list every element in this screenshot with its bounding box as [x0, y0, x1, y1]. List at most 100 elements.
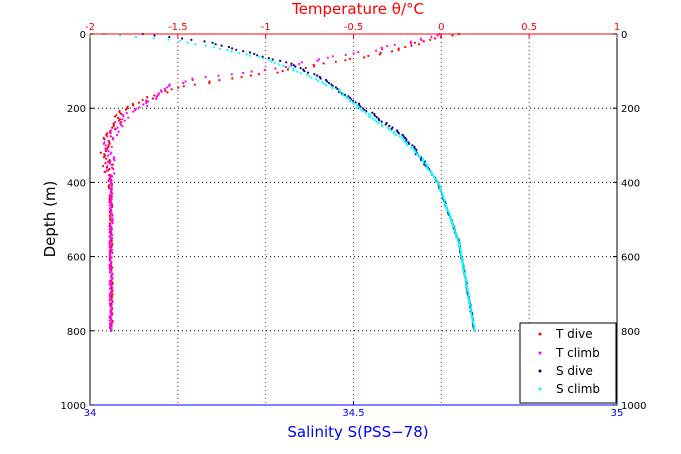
data-point-t-climb — [108, 319, 111, 322]
data-point-t-climb — [393, 43, 396, 46]
data-point-t-dive — [109, 219, 112, 222]
data-point-t-dive — [344, 59, 347, 62]
data-point-t-climb — [160, 90, 163, 93]
data-point-s-dive — [403, 136, 407, 139]
data-point-t-dive — [141, 98, 144, 101]
data-point-t-dive — [111, 266, 114, 269]
data-point-t-climb — [109, 247, 112, 250]
data-point-t-dive — [390, 50, 394, 53]
data-point-t-climb — [109, 284, 112, 287]
data-point-s-climb — [431, 173, 434, 177]
left-tick-label: 1000 — [61, 401, 86, 412]
data-point-s-climb — [373, 119, 376, 122]
data-point-t-climb — [146, 104, 149, 107]
data-point-t-dive — [108, 186, 111, 190]
data-point-s-climb — [352, 102, 355, 105]
data-point-s-climb — [339, 91, 342, 94]
data-point-s-climb — [308, 75, 311, 78]
data-point-s-climb — [270, 60, 273, 63]
data-point-t-climb — [104, 170, 107, 174]
data-point-t-dive — [103, 138, 106, 141]
data-point-s-dive — [334, 86, 337, 89]
data-point-t-climb — [147, 100, 150, 103]
legend: T dive T climb S dive S climb — [519, 322, 617, 404]
data-point-t-dive — [182, 85, 185, 88]
data-point-s-dive — [384, 123, 387, 126]
data-point-t-climb — [352, 52, 355, 55]
data-point-t-climb — [318, 58, 321, 61]
legend-label-t-climb: T climb — [555, 346, 600, 360]
data-point-t-dive — [434, 37, 437, 40]
data-point-t-dive — [105, 157, 108, 160]
left-tick-label: 200 — [67, 104, 86, 115]
data-point-s-climb — [325, 84, 328, 87]
data-point-t-climb — [419, 37, 422, 40]
right-tick-label: 800 — [621, 327, 640, 338]
data-point-t-dive — [413, 41, 416, 44]
data-point-s-climb — [245, 53, 248, 56]
data-point-t-climb — [109, 309, 112, 312]
legend-label-s-dive: S dive — [556, 364, 593, 378]
data-point-s-dive — [256, 54, 259, 57]
data-point-s-climb — [152, 37, 155, 40]
data-point-t-dive — [110, 265, 113, 268]
data-point-s-dive — [294, 65, 297, 68]
data-point-s-climb — [426, 167, 429, 171]
data-point-t-dive — [410, 44, 413, 47]
data-point-t-dive — [397, 48, 400, 52]
data-point-s-climb — [345, 97, 348, 100]
data-point-t-climb — [104, 144, 107, 147]
data-point-t-dive — [240, 75, 243, 79]
data-point-s-dive — [211, 41, 214, 44]
data-point-t-climb — [184, 80, 187, 83]
data-point-s-dive — [190, 38, 193, 42]
data-point-s-dive — [380, 120, 383, 123]
data-point-t-dive — [404, 45, 407, 49]
data-point-s-climb — [412, 148, 415, 151]
data-point-s-climb — [428, 169, 431, 172]
data-point-s-climb — [434, 178, 437, 181]
data-point-t-climb — [230, 73, 233, 76]
data-point-s-climb — [355, 107, 358, 110]
data-point-s-dive — [316, 74, 319, 77]
bottom-tick-label: 34 — [84, 408, 97, 419]
data-point-s-dive — [388, 124, 391, 128]
data-point-t-climb — [110, 318, 113, 321]
data-point-t-dive — [170, 88, 173, 91]
top-tick-label: -1.5 — [168, 22, 188, 33]
data-point-t-climb — [109, 129, 112, 132]
legend-label-s-climb: S climb — [556, 382, 600, 396]
data-point-t-climb — [110, 262, 113, 265]
bottom-tick-label: 34.5 — [342, 408, 364, 419]
data-point-s-dive — [253, 52, 256, 56]
data-point-t-dive — [132, 104, 135, 107]
data-point-s-climb — [267, 58, 270, 62]
data-point-t-climb — [116, 126, 119, 129]
data-point-s-dive — [313, 73, 316, 76]
data-point-t-climb — [110, 278, 113, 281]
data-point-s-climb — [258, 56, 261, 59]
data-point-t-dive — [286, 68, 290, 71]
data-point-t-climb — [108, 254, 111, 257]
data-point-t-climb — [409, 40, 412, 43]
data-point-t-climb — [114, 121, 117, 124]
data-point-t-climb — [375, 49, 378, 52]
data-point-t-dive — [334, 60, 337, 63]
data-point-s-climb — [387, 127, 390, 131]
data-point-s-dive — [347, 95, 350, 98]
data-point-t-dive — [146, 96, 149, 99]
legend-marker-s-climb — [538, 387, 542, 391]
top-tick-label: -1 — [261, 22, 271, 33]
data-point-t-dive — [429, 38, 432, 42]
data-point-t-climb — [290, 64, 293, 67]
data-point-t-dive — [363, 56, 366, 59]
data-point-s-climb — [398, 135, 401, 138]
data-point-s-climb — [238, 51, 241, 55]
data-point-s-climb — [323, 82, 326, 85]
data-point-t-dive — [367, 54, 370, 58]
right-tick-label: 1000 — [621, 401, 646, 412]
data-point-t-climb — [326, 56, 329, 59]
data-point-s-dive — [330, 83, 333, 86]
data-point-s-climb — [360, 108, 363, 111]
